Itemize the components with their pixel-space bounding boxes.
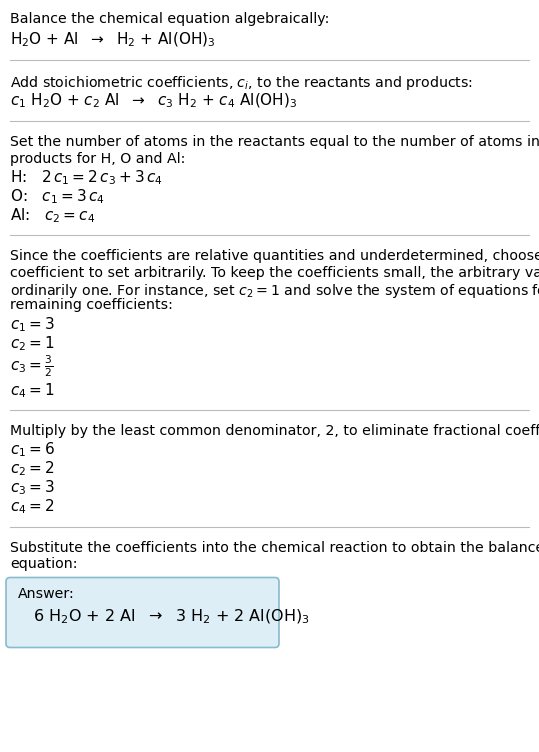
Text: 6 H$_2$O + 2 Al  $\rightarrow$  3 H$_2$ + 2 Al(OH)$_3$: 6 H$_2$O + 2 Al $\rightarrow$ 3 H$_2$ + … — [18, 608, 310, 626]
Text: Balance the chemical equation algebraically:: Balance the chemical equation algebraica… — [10, 12, 329, 26]
Text: Add stoichiometric coefficients, $c_i$, to the reactants and products:: Add stoichiometric coefficients, $c_i$, … — [10, 74, 473, 92]
Text: Since the coefficients are relative quantities and underdetermined, choose a: Since the coefficients are relative quan… — [10, 249, 539, 263]
Text: products for H, O and Al:: products for H, O and Al: — [10, 151, 185, 165]
Text: $c_1$ H$_2$O + $c_2$ Al  $\rightarrow$  $c_3$ H$_2$ + $c_4$ Al(OH)$_3$: $c_1$ H$_2$O + $c_2$ Al $\rightarrow$ $c… — [10, 92, 298, 111]
Text: $c_1 = 3$: $c_1 = 3$ — [10, 315, 55, 334]
Text: coefficient to set arbitrarily. To keep the coefficients small, the arbitrary va: coefficient to set arbitrarily. To keep … — [10, 265, 539, 280]
Text: O:   $c_1 = 3\,c_4$: O: $c_1 = 3\,c_4$ — [10, 187, 105, 206]
Text: $c_2 = 1$: $c_2 = 1$ — [10, 334, 54, 353]
Text: $c_3 = 3$: $c_3 = 3$ — [10, 478, 55, 497]
Text: Multiply by the least common denominator, 2, to eliminate fractional coefficient: Multiply by the least common denominator… — [10, 424, 539, 438]
Text: $c_2 = 2$: $c_2 = 2$ — [10, 459, 54, 478]
Text: $c_3 = \frac{3}{2}$: $c_3 = \frac{3}{2}$ — [10, 353, 53, 378]
Text: ordinarily one. For instance, set $c_2 = 1$ and solve the system of equations fo: ordinarily one. For instance, set $c_2 =… — [10, 282, 539, 300]
Text: $c_4 = 2$: $c_4 = 2$ — [10, 498, 54, 516]
Text: $c_1 = 6$: $c_1 = 6$ — [10, 441, 55, 459]
Text: Answer:: Answer: — [18, 587, 75, 602]
Text: H$_2$O + Al  $\rightarrow$  H$_2$ + Al(OH)$_3$: H$_2$O + Al $\rightarrow$ H$_2$ + Al(OH)… — [10, 31, 216, 49]
Text: $c_4 = 1$: $c_4 = 1$ — [10, 381, 54, 400]
Text: remaining coefficients:: remaining coefficients: — [10, 299, 173, 313]
Text: Substitute the coefficients into the chemical reaction to obtain the balanced: Substitute the coefficients into the che… — [10, 541, 539, 554]
Text: Set the number of atoms in the reactants equal to the number of atoms in the: Set the number of atoms in the reactants… — [10, 135, 539, 149]
Text: H:   $2\,c_1 = 2\,c_3 + 3\,c_4$: H: $2\,c_1 = 2\,c_3 + 3\,c_4$ — [10, 168, 163, 186]
FancyBboxPatch shape — [6, 578, 279, 647]
Text: Al:   $c_2 = c_4$: Al: $c_2 = c_4$ — [10, 206, 95, 225]
Text: equation:: equation: — [10, 557, 78, 571]
